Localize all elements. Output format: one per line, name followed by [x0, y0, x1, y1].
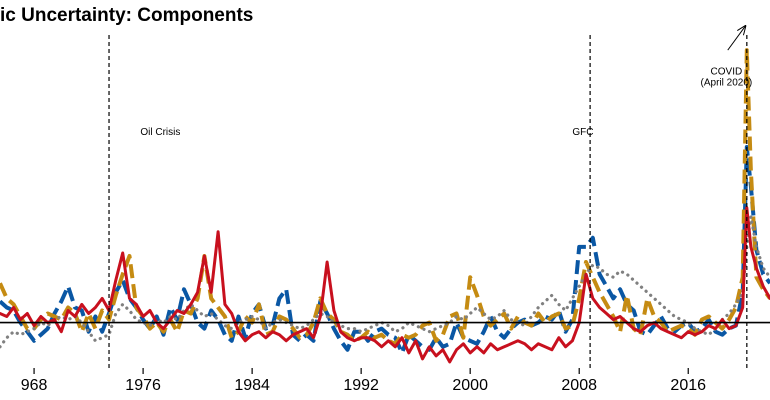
x-axis: 968 1976 1984 1992 2000 2008 2016 [21, 368, 706, 394]
event-label-1: Oil Crisis [140, 127, 180, 138]
series-line-1 [0, 145, 770, 355]
x-tick-label: 1984 [234, 377, 270, 394]
x-tick-label: 1992 [343, 377, 379, 394]
chart-title: ic Uncertainty: Components [0, 5, 253, 26]
event-label-3: COVID (April 2020) [701, 66, 753, 88]
x-tick-label: 2016 [670, 377, 706, 394]
event-label-2: GFC [572, 127, 593, 138]
covid-arrow [727, 26, 746, 51]
x-tick-label: 968 [21, 377, 48, 394]
series-layer [0, 48, 770, 364]
x-tick-label: 2008 [561, 377, 597, 394]
series-line-4 [0, 206, 770, 364]
series-line-2 [0, 48, 770, 346]
x-tick-label: 1976 [125, 377, 161, 394]
event-layer: Oil Crisis GFC COVID (April 2020) [108, 26, 753, 368]
series-line-3 [0, 215, 770, 349]
x-tick-label: 2000 [452, 377, 488, 394]
